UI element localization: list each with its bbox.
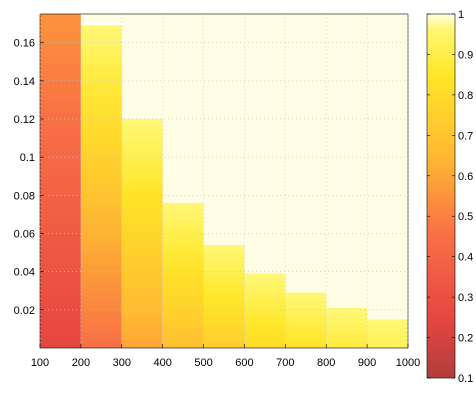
x-tick-label: 700 <box>276 357 294 369</box>
x-tick-label: 500 <box>194 357 212 369</box>
colorbar-tick-label: 0.4 <box>458 252 473 264</box>
x-axis: 100 200 300 400 500 600 700 800 900 1000 <box>31 344 420 369</box>
colorbar-gradient <box>427 14 455 378</box>
x-tick-label: 300 <box>113 357 131 369</box>
heatmap-cell <box>326 307 368 348</box>
x-tick-label: 1000 <box>396 357 420 369</box>
y-tick-label: 0.16 <box>14 38 35 50</box>
heatmap-cell <box>367 319 408 348</box>
y-tick-label: 0.1 <box>20 152 35 164</box>
x-tick-label: 200 <box>72 357 90 369</box>
heatmap-cell <box>80 25 122 349</box>
y-tick-label: 0.04 <box>14 267 35 279</box>
colorbar-tick-label: 0.5 <box>458 211 473 223</box>
y-tick-label: 0.02 <box>14 305 35 317</box>
colorbar-tick-label: 0.3 <box>458 292 473 304</box>
y-tick-label: 0.08 <box>14 190 35 202</box>
heatmap-cell <box>285 292 327 348</box>
grid <box>39 14 409 348</box>
axes-frame <box>39 13 409 349</box>
x-tick-label: 100 <box>31 357 49 369</box>
y-tick-label: 0.14 <box>14 76 35 88</box>
y-axis: 0.02 0.04 0.06 0.08 0.1 0.12 0.14 0.16 <box>14 38 44 317</box>
heatmap-cell <box>40 14 81 348</box>
plot-area <box>39 13 409 349</box>
colorbar-tick-label: 0.8 <box>458 90 473 102</box>
colorbar: 0.1 0.2 0.3 0.4 0.5 0.6 0.7 0.8 0.9 1 <box>426 9 473 385</box>
heatmap-cell <box>162 202 204 348</box>
x-tick-label: 900 <box>358 357 376 369</box>
colorbar-tick-label: 0.1 <box>458 373 473 385</box>
colorbar-tick-label: 0.2 <box>458 333 473 345</box>
column-gap <box>80 21 122 25</box>
colorbar-tick-label: 0.6 <box>458 171 473 183</box>
y-tick-label: 0.06 <box>14 228 35 240</box>
colorbar-tick-label: 0.7 <box>458 130 473 142</box>
colorbar-tick-label: 1 <box>458 9 464 21</box>
x-tick-label: 400 <box>153 357 171 369</box>
colorbar-tick-label: 0.9 <box>458 49 473 61</box>
y-tick-label: 0.12 <box>14 114 35 126</box>
x-tick-label: 600 <box>235 357 253 369</box>
heatmap-cell <box>203 244 245 348</box>
x-tick-label: 800 <box>317 357 335 369</box>
colorbar-frame <box>426 13 456 379</box>
heatmap-cell <box>244 273 286 348</box>
